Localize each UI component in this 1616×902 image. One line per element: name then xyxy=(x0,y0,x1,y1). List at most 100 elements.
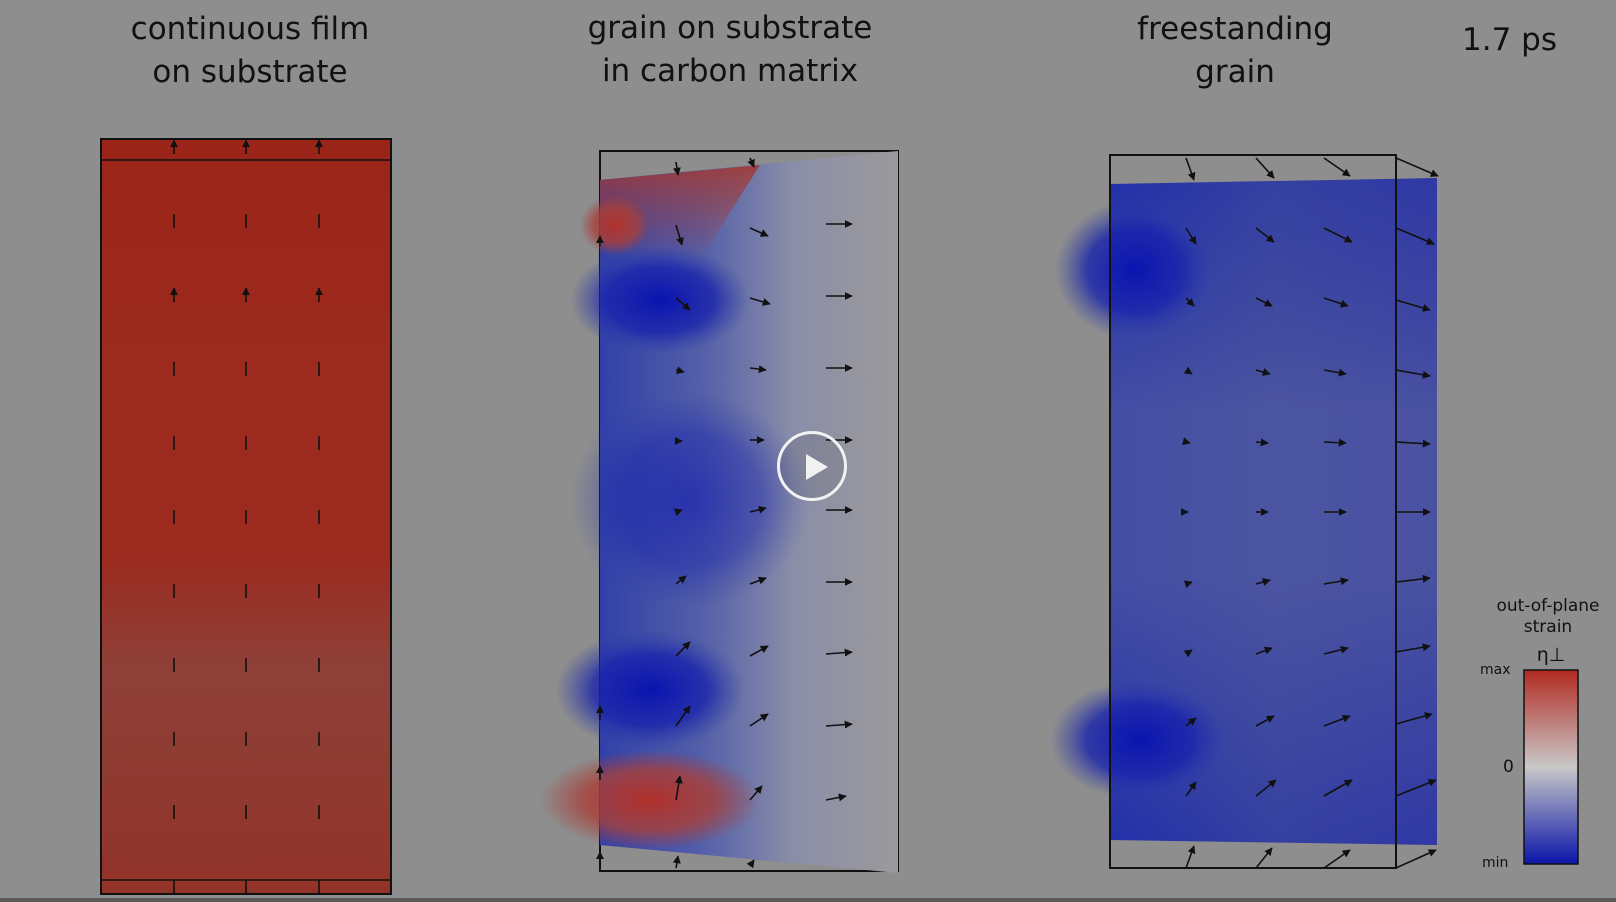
displacement-arrow xyxy=(749,576,767,585)
play-button[interactable] xyxy=(777,431,847,501)
displacement-arrow xyxy=(1255,297,1273,307)
displacement-arrow xyxy=(749,297,771,306)
free-blue-blob-bottom xyxy=(1050,680,1230,800)
displacement-arrow xyxy=(1255,227,1275,243)
panel-title-grain-in-matrix: grain on substrate in carbon matrix xyxy=(575,7,885,93)
displacement-arrow xyxy=(1255,578,1271,586)
colorbar-gradient xyxy=(1523,669,1579,865)
displacement-arrow xyxy=(1395,712,1433,725)
displacement-arrow xyxy=(749,713,769,727)
panel-title-line1: grain on substrate xyxy=(587,10,873,46)
displacement-arrow xyxy=(1255,715,1275,727)
displacement-arrow xyxy=(747,157,755,168)
strain-colorbar xyxy=(1523,669,1579,865)
displacement-arrow xyxy=(1395,369,1431,379)
panel-freestanding-grain xyxy=(1050,154,1439,869)
free-grain-displacement-arrows xyxy=(1180,157,1439,869)
free-blue-blob-top xyxy=(1055,200,1215,340)
colorbar-title: out-of-plane strain xyxy=(1488,596,1608,638)
colorbar-zero-label: 0 xyxy=(1503,757,1514,777)
displacement-arrow xyxy=(1395,643,1431,653)
colorbar-symbol: η⊥ xyxy=(1536,644,1566,666)
displacement-arrow xyxy=(1323,438,1347,447)
displacement-arrow xyxy=(672,161,681,176)
grain-blue-blob-top xyxy=(570,245,750,355)
displacement-arrow xyxy=(1323,227,1353,243)
displacement-arrow xyxy=(1185,845,1196,869)
displacement-arrow xyxy=(1323,714,1351,727)
displacement-arrow xyxy=(674,775,683,801)
displacement-arrow xyxy=(1395,299,1431,312)
displacement-arrow xyxy=(1183,580,1193,589)
displacement-arrow xyxy=(1323,368,1347,377)
timestamp-label: 1.7 ps xyxy=(1462,22,1557,58)
displacement-arrow xyxy=(1323,849,1351,869)
panel-title-line2: in carbon matrix xyxy=(601,53,859,89)
displacement-arrow xyxy=(1395,157,1439,177)
displacement-arrow xyxy=(1185,157,1196,181)
displacement-arrow xyxy=(1255,438,1269,447)
grain-displacement-arrows xyxy=(596,157,853,869)
displacement-arrow xyxy=(1185,717,1197,727)
displacement-arrow xyxy=(1323,297,1349,308)
displacement-arrow xyxy=(1395,574,1431,583)
displacement-arrow xyxy=(746,859,755,869)
colorbar-max-label: max xyxy=(1480,662,1511,678)
displacement-arrow xyxy=(675,366,685,375)
displacement-arrow xyxy=(825,720,853,729)
colorbar-title-line1: out-of-plane xyxy=(1496,596,1600,616)
grain-blue-blob-bottom xyxy=(555,630,745,750)
panel-title-line1: continuous film xyxy=(130,11,370,47)
free-grain-mid-band xyxy=(1110,178,1437,845)
panel-title-continuous-film: continuous film on substrate xyxy=(95,8,405,94)
displacement-arrow xyxy=(1395,439,1431,448)
displacement-arrow xyxy=(825,648,853,657)
panel-continuous-film xyxy=(100,138,392,895)
displacement-arrow xyxy=(749,365,767,374)
displacement-arrow xyxy=(1395,778,1437,797)
displacement-arrow xyxy=(1255,646,1273,655)
displacement-arrow xyxy=(1323,577,1349,586)
grain-red-blob-bottom xyxy=(540,750,760,850)
film-displacement-arrows xyxy=(170,139,323,894)
panel-grain-in-matrix xyxy=(540,150,899,873)
panel-title-line2: on substrate xyxy=(152,54,348,90)
grain-red-blob-top xyxy=(580,195,650,255)
displacement-arrow xyxy=(1183,649,1193,658)
displacement-arrow xyxy=(1182,437,1191,446)
displacement-arrow xyxy=(1183,366,1193,375)
displacement-arrow xyxy=(1255,847,1273,869)
displacement-arrow xyxy=(1255,779,1277,797)
colorbar-min-label: min xyxy=(1482,855,1509,871)
displacement-arrow xyxy=(675,297,691,311)
displacement-arrow xyxy=(1395,849,1437,869)
displacement-arrow xyxy=(1395,227,1435,245)
panel-title-freestanding-grain: freestanding grain xyxy=(1080,8,1390,94)
displacement-arrow xyxy=(675,575,687,585)
displacement-arrow xyxy=(749,645,769,657)
displacement-arrow xyxy=(1323,779,1353,797)
displacement-arrow xyxy=(1185,781,1197,797)
displacement-arrow xyxy=(1323,645,1349,655)
displacement-arrow xyxy=(672,855,681,869)
colorbar-title-line2: strain xyxy=(1523,617,1573,637)
displacement-arrow xyxy=(1185,297,1195,307)
grain-blue-blob-mid xyxy=(570,390,810,610)
panel-title-line1: freestanding xyxy=(1137,11,1333,47)
displacement-arrow xyxy=(1255,368,1271,376)
displacement-arrow xyxy=(673,508,683,517)
displacement-arrow xyxy=(749,785,763,801)
displacement-arrow xyxy=(1185,227,1197,245)
displacement-arrow xyxy=(675,705,691,727)
displacement-arrow xyxy=(675,641,691,657)
displacement-arrow xyxy=(1255,157,1275,179)
panel-title-line2: grain xyxy=(1195,54,1275,90)
video-progress-track[interactable] xyxy=(0,898,1616,902)
displacement-arrow xyxy=(749,505,767,514)
displacement-arrow xyxy=(675,224,684,246)
displacement-arrow xyxy=(1323,157,1351,177)
displacement-arrow xyxy=(825,793,847,802)
displacement-arrow xyxy=(749,227,769,237)
